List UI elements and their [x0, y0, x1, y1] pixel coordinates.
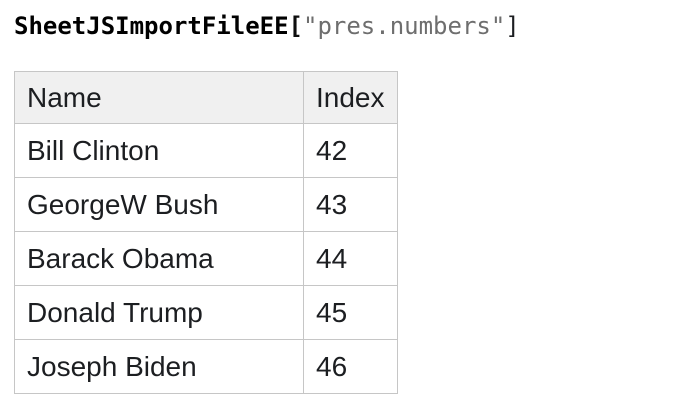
- table-header-row: Name Index: [14, 71, 398, 124]
- code-open-bracket-icon: [: [288, 12, 303, 40]
- name-cell: Bill Clinton: [14, 123, 304, 178]
- sheetjs-demo-page: SheetJSImportFileEE["pres.numbers"] Name…: [14, 11, 684, 394]
- index-cell: 44: [303, 231, 398, 286]
- index-cell: 43: [303, 177, 398, 232]
- code-variable-name: SheetJSImportFileEE: [14, 12, 289, 40]
- presidents-table: Name Index Bill Clinton 42 GeorgeW Bush …: [14, 71, 398, 394]
- code-heading: SheetJSImportFileEE["pres.numbers"]: [14, 11, 684, 42]
- table-row: Barack Obama 44: [14, 231, 398, 286]
- table-row: GeorgeW Bush 43: [14, 177, 398, 232]
- table-row: Donald Trump 45: [14, 285, 398, 340]
- code-string-literal: "pres.numbers": [303, 12, 506, 40]
- index-cell: 42: [303, 123, 398, 178]
- code-close-bracket-icon: ]: [505, 12, 520, 40]
- table-row: Bill Clinton 42: [14, 123, 398, 178]
- column-header-index: Index: [303, 71, 398, 124]
- name-cell: GeorgeW Bush: [14, 177, 304, 232]
- name-cell: Donald Trump: [14, 285, 304, 340]
- name-cell: Barack Obama: [14, 231, 304, 286]
- index-cell: 46: [303, 339, 398, 394]
- table-row: Joseph Biden 46: [14, 339, 398, 394]
- name-cell: Joseph Biden: [14, 339, 304, 394]
- index-cell: 45: [303, 285, 398, 340]
- column-header-name: Name: [14, 71, 304, 124]
